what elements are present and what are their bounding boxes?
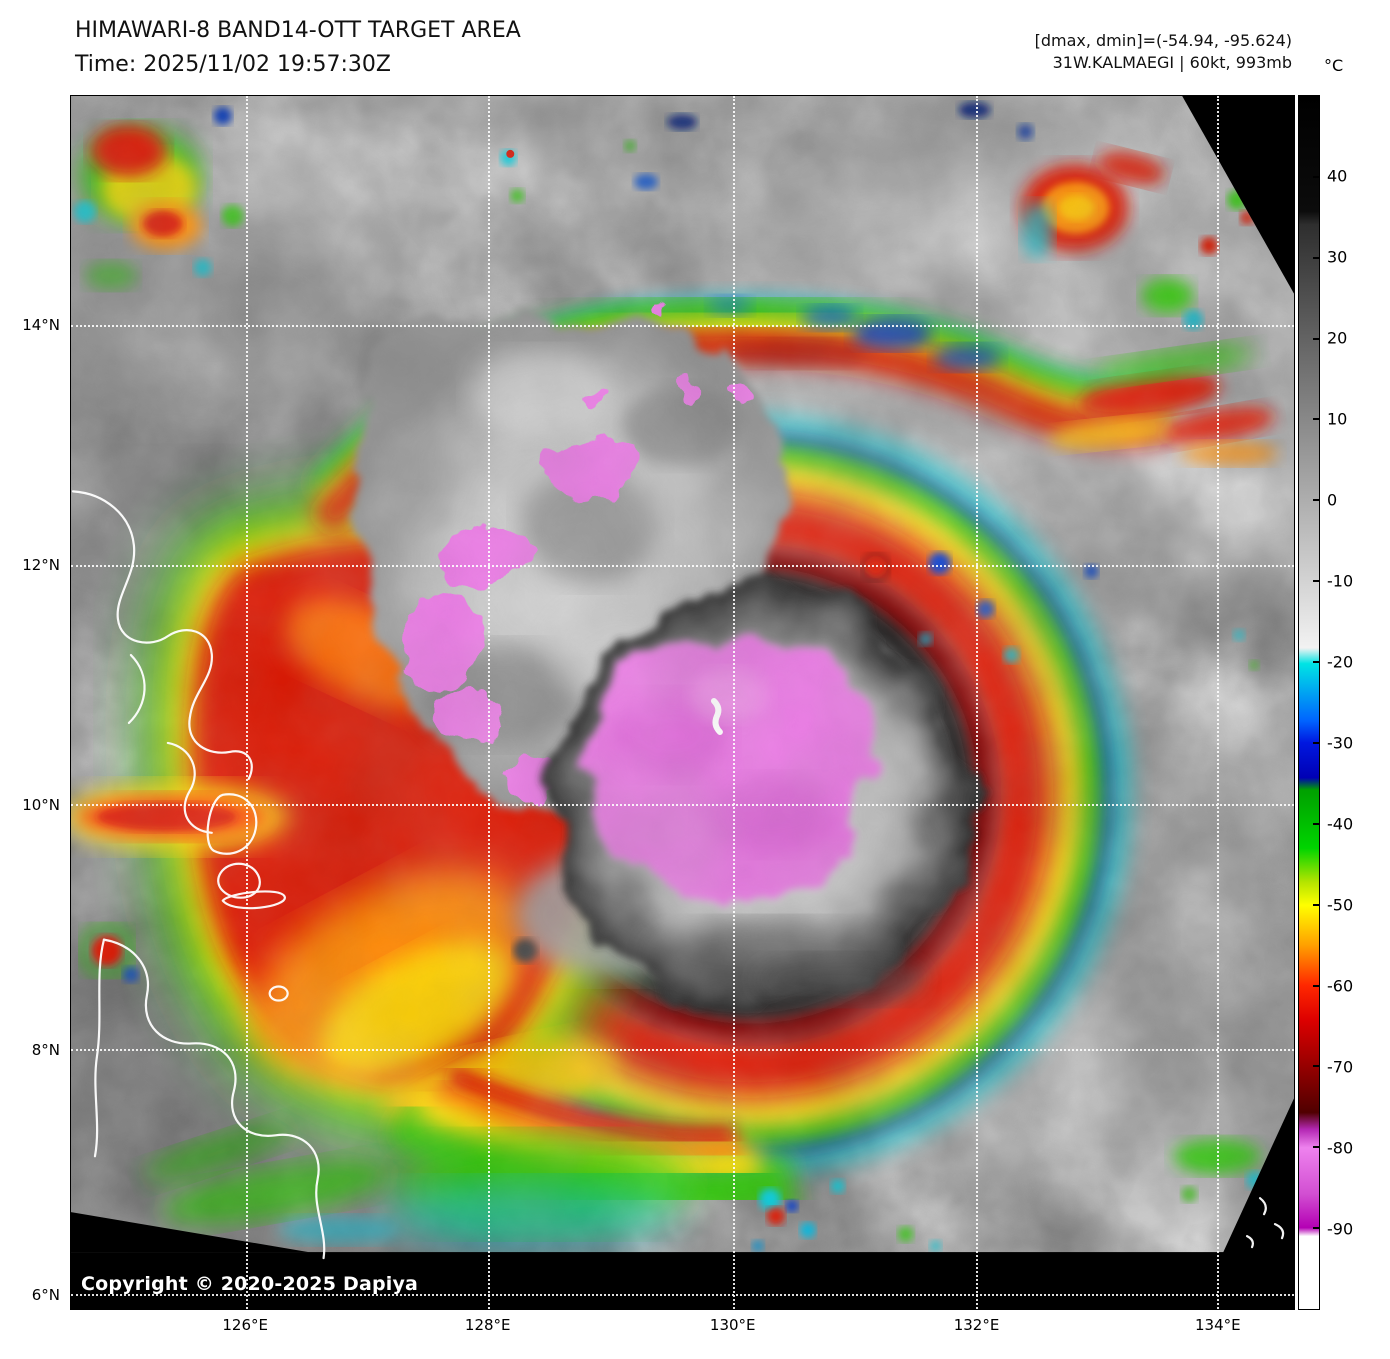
- colorbar-tick-label: 30: [1327, 247, 1348, 267]
- colorbar-tick-mark: [1313, 1146, 1319, 1149]
- colorbar-tick-mark: [1313, 984, 1319, 987]
- colorbar-tick-label: 10: [1327, 409, 1348, 429]
- lon-label: 128°E: [464, 1316, 511, 1334]
- gridline-lon: [976, 96, 979, 1309]
- colorbar-tick-label: -60: [1327, 976, 1354, 996]
- colorbar-gradient: [1299, 96, 1319, 1309]
- lat-label: 10°N: [22, 795, 60, 814]
- colorbar-tick-label: 40: [1327, 166, 1348, 186]
- gridline-lat: [71, 804, 1294, 807]
- lat-axis: 14°N 12°N 10°N 8°N 6°N: [0, 95, 64, 1310]
- colorbar-tick-label: -40: [1327, 814, 1354, 834]
- colorbar-tick-mark: [1313, 580, 1319, 583]
- grain-overlay-dark: [71, 96, 1294, 1309]
- colorbar-tick-mark: [1313, 822, 1319, 825]
- lat-label: 8°N: [31, 1040, 60, 1059]
- copyright-notice: Copyright © 2020-2025 Dapiya: [81, 1273, 419, 1295]
- gridline-lat: [71, 1294, 1294, 1297]
- colorbar-tick-mark: [1313, 1065, 1319, 1068]
- colorbar-tick-mark: [1313, 741, 1319, 744]
- header-left: HIMAWARI-8 BAND14-OTT TARGET AREA Time: …: [75, 14, 521, 82]
- lat-label: 6°N: [31, 1286, 60, 1305]
- timestamp: Time: 2025/11/02 19:57:30Z: [75, 52, 391, 77]
- colorbar-tick-label: -80: [1327, 1138, 1354, 1158]
- gridline-lon: [732, 96, 735, 1309]
- colorbar-tick-mark: [1313, 903, 1319, 906]
- colorbar-tick-mark: [1313, 337, 1319, 340]
- storm-info: 31W.KALMAEGI | 60kt, 993mb: [1052, 53, 1292, 72]
- colorbar-tick-mark: [1313, 175, 1319, 178]
- lon-label: 134°E: [1195, 1316, 1241, 1334]
- dmax-dmin-readout: [dmax, dmin]=(-54.94, -95.624): [1034, 31, 1292, 50]
- lon-axis: 126°E 128°E 130°E 132°E 134°E: [70, 1316, 1295, 1340]
- colorbar-tick-label: -70: [1327, 1057, 1354, 1077]
- colorbar-tick-label: -10: [1327, 571, 1354, 591]
- gridline-lat: [71, 325, 1294, 328]
- colorbar-tick-mark: [1313, 1227, 1319, 1230]
- gridline-lon: [488, 96, 491, 1309]
- colorbar-tick-labels: 40 30 20 10 0 -10 -20 -30 -40 -50 -60 -70 -80 -90: [1327, 95, 1383, 1310]
- lon-label: 126°E: [222, 1316, 268, 1334]
- colorbar-tick-label: 20: [1327, 328, 1348, 348]
- colorbar-tick-label: 0: [1327, 490, 1338, 510]
- colorbar-tick-label: -50: [1327, 895, 1354, 915]
- coastline: [71, 490, 1285, 1260]
- header-right: [dmax, dmin]=(-54.94, -95.624) 31W.KALMA…: [1035, 30, 1292, 74]
- lon-label: 132°E: [953, 1316, 1000, 1334]
- colorbar-tick-mark: [1313, 661, 1319, 664]
- colorbar-tick-mark: [1313, 418, 1319, 421]
- lat-label: 14°N: [22, 315, 60, 334]
- gridline-lat: [71, 565, 1294, 568]
- colorbar-tick-mark: [1313, 256, 1319, 259]
- gridline-lon: [245, 96, 248, 1309]
- colorbar-tick-label: -30: [1327, 733, 1354, 753]
- lat-label: 12°N: [22, 556, 60, 575]
- satellite-image: [71, 96, 1294, 1309]
- plot-area: Copyright © 2020-2025 Dapiya: [70, 95, 1295, 1310]
- colorbar-unit-label: °C: [1324, 56, 1344, 75]
- colorbar-tick-label: -20: [1327, 652, 1354, 672]
- colorbar-tick-mark: [1313, 499, 1319, 502]
- lon-label: 130°E: [709, 1316, 756, 1334]
- gridline-lat: [71, 1049, 1294, 1052]
- page-title: HIMAWARI-8 BAND14-OTT TARGET AREA: [75, 18, 521, 43]
- colorbar: [1298, 95, 1320, 1310]
- colorbar-tick-label: -90: [1327, 1219, 1354, 1239]
- gridline-lon: [1216, 96, 1219, 1309]
